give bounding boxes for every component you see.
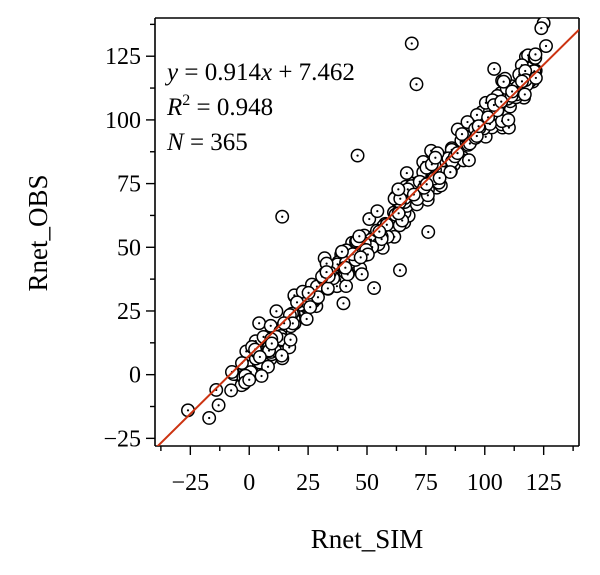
data-point <box>496 74 511 89</box>
x-tick-label: −25 <box>172 470 210 496</box>
x-tick-label: 125 <box>526 470 562 496</box>
y-tick-label: −25 <box>103 426 141 452</box>
data-point <box>339 279 354 294</box>
data-point <box>455 127 469 142</box>
data-point <box>404 36 419 51</box>
data-point <box>528 47 543 62</box>
data-point <box>419 177 434 192</box>
data-point <box>181 403 195 418</box>
data-point <box>406 187 421 202</box>
data-point <box>277 316 292 331</box>
data-point <box>450 146 465 161</box>
data-point <box>432 171 447 185</box>
y-axis-title: Rnet_OBS <box>23 174 53 291</box>
y-tick-label: 0 <box>129 363 141 389</box>
data-point <box>421 225 436 239</box>
x-tick-label: 25 <box>296 470 320 496</box>
x-tick-label: 50 <box>355 470 379 496</box>
y-tick-label: 75 <box>117 172 141 198</box>
data-point <box>353 250 368 265</box>
data-point <box>335 244 349 259</box>
data-point <box>487 62 502 76</box>
data-point <box>352 229 367 244</box>
data-point <box>242 372 257 387</box>
data-point <box>254 369 269 383</box>
x-tick-label: 100 <box>467 470 503 496</box>
data-point <box>283 332 298 347</box>
data-point <box>354 267 369 282</box>
data-point <box>261 359 275 374</box>
data-point <box>391 182 406 197</box>
data-point <box>303 300 318 315</box>
data-point <box>338 260 353 275</box>
data-point <box>299 312 314 326</box>
x-tick-label: 75 <box>414 470 438 496</box>
y-tick-label: 50 <box>117 235 141 261</box>
data-point <box>461 153 476 168</box>
y-tick-label: 100 <box>105 108 141 134</box>
data-point <box>515 74 529 89</box>
data-point <box>372 224 387 239</box>
data-point <box>409 77 424 92</box>
data-point <box>393 263 407 278</box>
n-annotation: N = 365 <box>166 129 248 156</box>
data-point <box>211 398 226 413</box>
fit-line <box>156 28 579 446</box>
y-tick-label: 125 <box>105 44 141 70</box>
data-point <box>534 21 549 36</box>
data-point <box>471 119 486 134</box>
x-tick-label: 0 <box>243 470 255 496</box>
x-axis: −25 0 25 50 75 100 125 <box>160 446 574 496</box>
data-point <box>224 383 239 398</box>
data-point <box>269 304 284 319</box>
data-point <box>367 281 382 295</box>
data-point <box>252 316 267 331</box>
x-axis-title: Rnet_SIM <box>311 524 424 554</box>
data-point <box>428 150 443 165</box>
data-point <box>209 383 224 397</box>
y-axis: −25 0 25 50 75 100 125 <box>103 23 155 452</box>
r2-annotation: R2 = 0.948 <box>166 92 273 121</box>
data-point <box>539 39 553 53</box>
data-point <box>275 209 290 224</box>
data-point <box>501 112 516 127</box>
data-point <box>505 84 520 99</box>
data-point <box>202 411 217 425</box>
data-point <box>252 349 267 364</box>
data-point <box>370 204 385 219</box>
data-point <box>320 281 335 296</box>
data-point <box>399 166 414 181</box>
data-point <box>301 285 316 300</box>
data-point <box>443 165 458 180</box>
data-point <box>350 148 365 163</box>
data-point <box>319 265 334 280</box>
equation-annotation: y = 0.914x + 7.462 <box>164 59 355 86</box>
data-point <box>517 87 532 102</box>
y-tick-label: 25 <box>117 299 141 325</box>
data-point <box>274 348 289 363</box>
data-point <box>290 295 304 310</box>
data-point <box>336 296 351 311</box>
data-point <box>264 336 279 351</box>
